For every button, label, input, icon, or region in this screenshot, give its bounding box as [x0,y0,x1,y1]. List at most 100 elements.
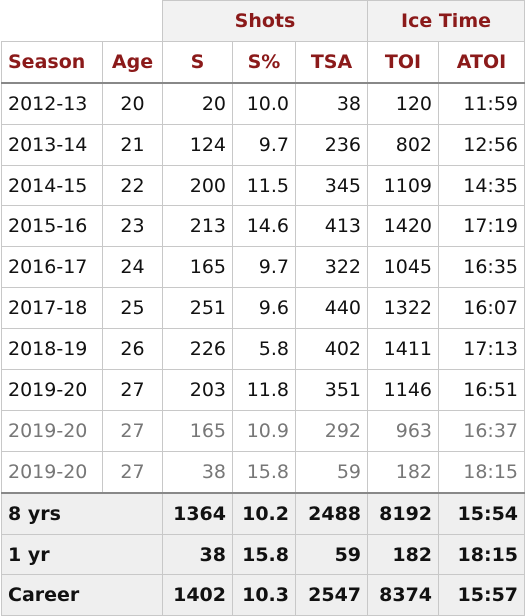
age-cell: 27 [102,369,163,411]
column-header-season[interactable]: Season [1,40,103,84]
shot-percentage-cell: 11.5 [232,164,296,207]
shots-cell: 226 [162,328,233,371]
time-on-ice-cell: 1322 [367,287,440,330]
average-time-on-ice-cell: 16:37 [438,409,525,452]
shot-attempts-cell: 2488 [294,491,369,535]
average-time-on-ice-cell: 17:19 [438,205,525,248]
shot-attempts-cell: 2547 [294,574,369,616]
column-header-time-on-ice[interactable]: TOI [367,40,440,84]
shots-cell: 124 [162,123,233,166]
time-on-ice-cell: 1420 [367,205,440,248]
shots-cell: 1402 [162,574,233,616]
average-time-on-ice-cell: 17:13 [438,328,525,371]
season-cell: 2015-16 [1,205,103,248]
season-cell: 2013-14 [1,123,103,166]
table-row: 2019-20 27 203 11.8 351 1146 16:51 [1,369,525,411]
summary-label: Career [1,574,163,616]
age-cell: 24 [102,246,163,289]
season-cell: 2018-19 [1,328,103,371]
column-header-row: Season Age S S% TSA TOI ATOI [1,40,525,84]
column-header-shot-percentage[interactable]: S% [232,40,296,84]
group-header-ice-time: Ice Time [367,0,525,42]
summary-row-1-yr: 1 yr 38 15.8 59 182 18:15 [1,533,525,576]
shot-percentage-cell: 10.2 [232,491,296,535]
time-on-ice-cell: 8374 [367,574,440,616]
season-cell: 2017-18 [1,287,103,330]
shot-percentage-cell: 14.6 [232,205,296,248]
shots-cell: 165 [162,246,233,289]
shots-cell: 38 [162,450,233,494]
shots-cell: 200 [162,164,233,207]
shot-attempts-cell: 413 [294,205,369,248]
summary-label: 1 yr [1,533,163,576]
average-time-on-ice-cell: 18:15 [438,533,525,576]
table-row: 2014-15 22 200 11.5 345 1109 14:35 [1,164,525,207]
season-cell: 2012-13 [1,82,103,125]
shot-percentage-cell: 9.7 [232,123,296,166]
shots-cell: 165 [162,409,233,452]
shot-attempts-cell: 351 [294,369,369,411]
season-cell: 2019-20 [1,369,103,411]
column-header-shots[interactable]: S [162,40,233,84]
table-row: 2017-18 25 251 9.6 440 1322 16:07 [1,287,525,330]
shot-attempts-cell: 345 [294,164,369,207]
summary-row-8-yrs: 8 yrs 1364 10.2 2488 8192 15:54 [1,491,525,535]
time-on-ice-cell: 120 [367,82,440,125]
average-time-on-ice-cell: 16:07 [438,287,525,330]
season-cell: 2019-20 [1,409,103,452]
age-cell: 23 [102,205,163,248]
age-cell: 20 [102,82,163,125]
shot-percentage-cell: 10.3 [232,574,296,616]
column-header-average-time-on-ice[interactable]: ATOI [438,40,525,84]
shot-attempts-cell: 59 [294,450,369,494]
average-time-on-ice-cell: 15:57 [438,574,525,616]
time-on-ice-cell: 1411 [367,328,440,371]
column-group-header-row: Shots Ice Time [1,0,525,42]
shots-cell: 203 [162,369,233,411]
time-on-ice-cell: 1109 [367,164,440,207]
time-on-ice-cell: 963 [367,409,440,452]
table-row-partial-season: 2019-20 27 38 15.8 59 182 18:15 [1,450,525,494]
shot-percentage-cell: 15.8 [232,533,296,576]
shot-percentage-cell: 5.8 [232,328,296,371]
shots-cell: 251 [162,287,233,330]
season-cell: 2014-15 [1,164,103,207]
shot-percentage-cell: 15.8 [232,450,296,494]
table-row: 2015-16 23 213 14.6 413 1420 17:19 [1,205,525,248]
table-row: 2016-17 24 165 9.7 322 1045 16:35 [1,246,525,289]
shot-percentage-cell: 10.9 [232,409,296,452]
summary-row-career: Career 1402 10.3 2547 8374 15:57 [1,574,525,616]
shot-attempts-cell: 322 [294,246,369,289]
shot-attempts-cell: 38 [294,82,369,125]
average-time-on-ice-cell: 18:15 [438,450,525,494]
season-rows: 2012-13 20 20 10.0 38 120 11:59 2013-14 … [1,82,525,494]
age-cell: 25 [102,287,163,330]
table-row: 2012-13 20 20 10.0 38 120 11:59 [1,82,525,125]
shot-attempts-cell: 292 [294,409,369,452]
age-cell: 27 [102,409,163,452]
season-cell: 2016-17 [1,246,103,289]
age-cell: 22 [102,164,163,207]
shot-attempts-cell: 402 [294,328,369,371]
average-time-on-ice-cell: 14:35 [438,164,525,207]
shot-percentage-cell: 9.7 [232,246,296,289]
shot-percentage-cell: 11.8 [232,369,296,411]
average-time-on-ice-cell: 16:51 [438,369,525,411]
time-on-ice-cell: 182 [367,450,440,494]
shot-percentage-cell: 9.6 [232,287,296,330]
time-on-ice-cell: 8192 [367,491,440,535]
group-header-shots: Shots [161,0,369,42]
column-header-total-shot-attempts[interactable]: TSA [294,40,369,84]
average-time-on-ice-cell: 12:56 [438,123,525,166]
age-cell: 21 [102,123,163,166]
time-on-ice-cell: 802 [367,123,440,166]
average-time-on-ice-cell: 15:54 [438,491,525,535]
shots-cell: 20 [162,82,233,125]
column-header-age[interactable]: Age [102,40,163,84]
age-cell: 26 [102,328,163,371]
table-row: 2013-14 21 124 9.7 236 802 12:56 [1,123,525,166]
group-header-blank [1,0,163,42]
average-time-on-ice-cell: 11:59 [438,82,525,125]
average-time-on-ice-cell: 16:35 [438,246,525,289]
